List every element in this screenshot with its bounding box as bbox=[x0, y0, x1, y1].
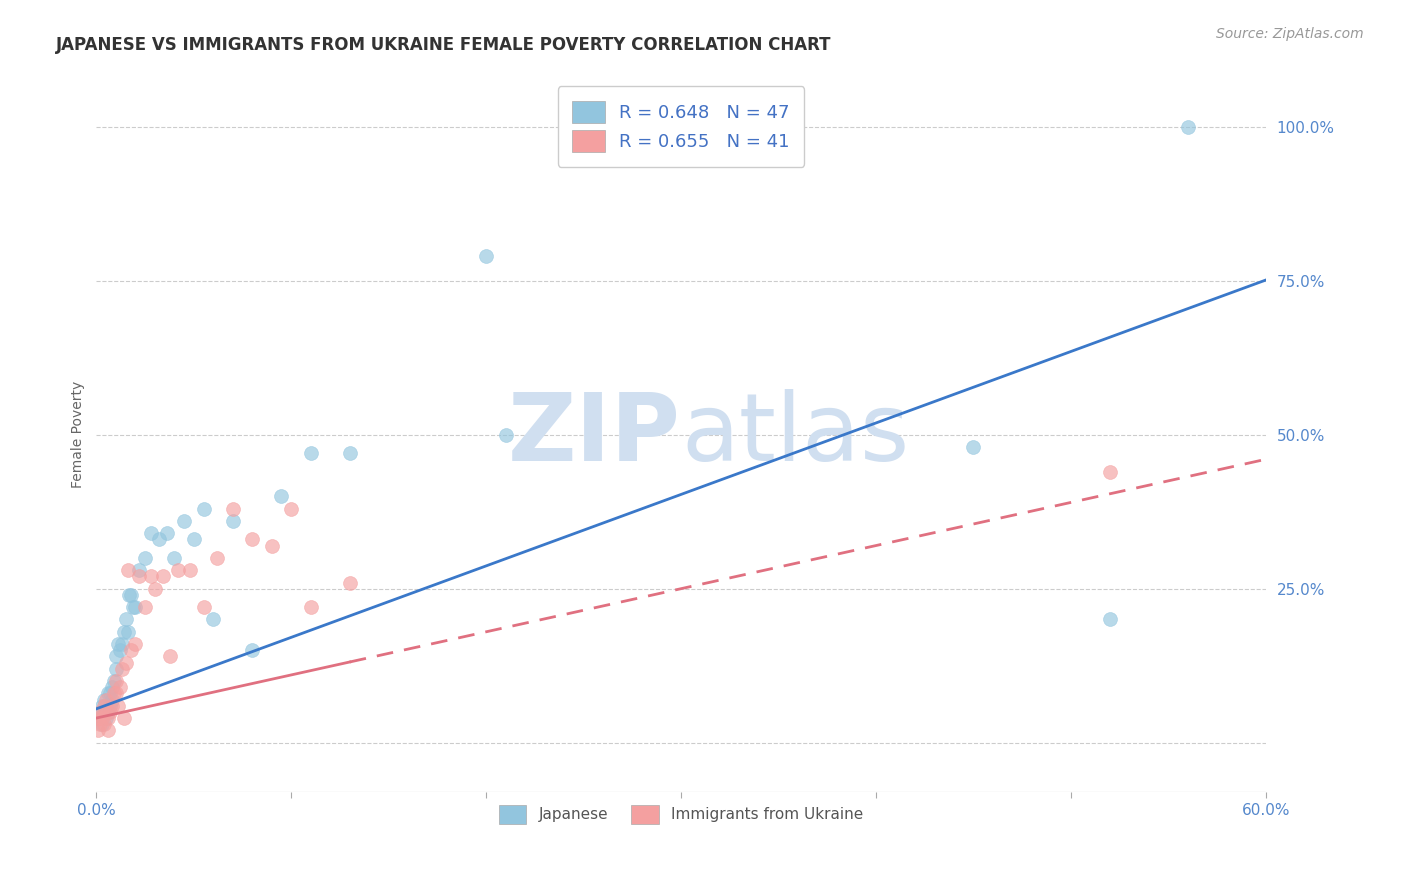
Point bbox=[98, 698, 121, 713]
Point bbox=[120, 643, 142, 657]
Point bbox=[260, 539, 283, 553]
Point bbox=[93, 692, 115, 706]
Point bbox=[299, 446, 322, 460]
Point bbox=[222, 501, 245, 516]
Point bbox=[139, 526, 162, 541]
Point bbox=[148, 533, 170, 547]
Point bbox=[1177, 120, 1199, 134]
Point bbox=[91, 698, 114, 713]
Point bbox=[111, 662, 134, 676]
Point bbox=[104, 686, 127, 700]
Point bbox=[114, 612, 136, 626]
Point bbox=[93, 717, 115, 731]
Point bbox=[280, 501, 302, 516]
Text: Source: ZipAtlas.com: Source: ZipAtlas.com bbox=[1216, 27, 1364, 41]
Point bbox=[112, 624, 135, 639]
Text: JAPANESE VS IMMIGRANTS FROM UKRAINE FEMALE POVERTY CORRELATION CHART: JAPANESE VS IMMIGRANTS FROM UKRAINE FEMA… bbox=[56, 36, 832, 54]
Point bbox=[134, 550, 156, 565]
Point bbox=[93, 698, 115, 713]
Point bbox=[124, 637, 146, 651]
Point bbox=[98, 705, 121, 719]
Point bbox=[339, 575, 361, 590]
Point bbox=[97, 711, 120, 725]
Point bbox=[117, 624, 139, 639]
Point bbox=[128, 563, 150, 577]
Point bbox=[94, 698, 117, 713]
Point bbox=[104, 649, 127, 664]
Point bbox=[103, 674, 125, 689]
Point bbox=[103, 686, 125, 700]
Point bbox=[87, 711, 110, 725]
Point bbox=[202, 612, 225, 626]
Point bbox=[270, 489, 292, 503]
Point bbox=[159, 649, 181, 664]
Point bbox=[167, 563, 190, 577]
Point bbox=[108, 643, 131, 657]
Point bbox=[120, 588, 142, 602]
Point bbox=[152, 569, 174, 583]
Point bbox=[173, 514, 195, 528]
Point bbox=[128, 569, 150, 583]
Point bbox=[107, 637, 129, 651]
Point bbox=[91, 711, 114, 725]
Point bbox=[104, 662, 127, 676]
Point bbox=[101, 680, 124, 694]
Point bbox=[97, 705, 120, 719]
Point bbox=[97, 723, 120, 738]
Point bbox=[118, 588, 141, 602]
Point bbox=[122, 600, 145, 615]
Point bbox=[240, 643, 263, 657]
Point bbox=[94, 692, 117, 706]
Point bbox=[1098, 465, 1121, 479]
Point bbox=[155, 526, 177, 541]
Point bbox=[1098, 612, 1121, 626]
Point bbox=[104, 674, 127, 689]
Point bbox=[112, 711, 135, 725]
Point bbox=[89, 717, 111, 731]
Point bbox=[475, 249, 498, 263]
Point bbox=[97, 686, 120, 700]
Point bbox=[117, 563, 139, 577]
Point bbox=[98, 686, 121, 700]
Point bbox=[87, 711, 110, 725]
Point bbox=[89, 705, 111, 719]
Point bbox=[193, 600, 215, 615]
Point bbox=[339, 446, 361, 460]
Point bbox=[299, 600, 322, 615]
Point bbox=[93, 705, 115, 719]
Point bbox=[94, 711, 117, 725]
Legend: Japanese, Immigrants from Ukraine: Japanese, Immigrants from Ukraine bbox=[488, 794, 873, 834]
Point bbox=[107, 698, 129, 713]
Point bbox=[139, 569, 162, 583]
Point bbox=[91, 717, 114, 731]
Point bbox=[240, 533, 263, 547]
Point bbox=[143, 582, 166, 596]
Point bbox=[179, 563, 201, 577]
Point bbox=[101, 692, 124, 706]
Point bbox=[163, 550, 186, 565]
Point bbox=[114, 656, 136, 670]
Point bbox=[94, 705, 117, 719]
Point bbox=[101, 698, 124, 713]
Point bbox=[87, 723, 110, 738]
Point bbox=[108, 680, 131, 694]
Point bbox=[111, 637, 134, 651]
Y-axis label: Female Poverty: Female Poverty bbox=[72, 381, 86, 488]
Point bbox=[124, 600, 146, 615]
Point bbox=[222, 514, 245, 528]
Point bbox=[134, 600, 156, 615]
Text: ZIP: ZIP bbox=[508, 389, 681, 481]
Point bbox=[183, 533, 205, 547]
Point bbox=[495, 427, 517, 442]
Point bbox=[193, 501, 215, 516]
Point bbox=[962, 440, 984, 454]
Text: atlas: atlas bbox=[681, 389, 910, 481]
Point bbox=[205, 550, 228, 565]
Point bbox=[89, 705, 111, 719]
